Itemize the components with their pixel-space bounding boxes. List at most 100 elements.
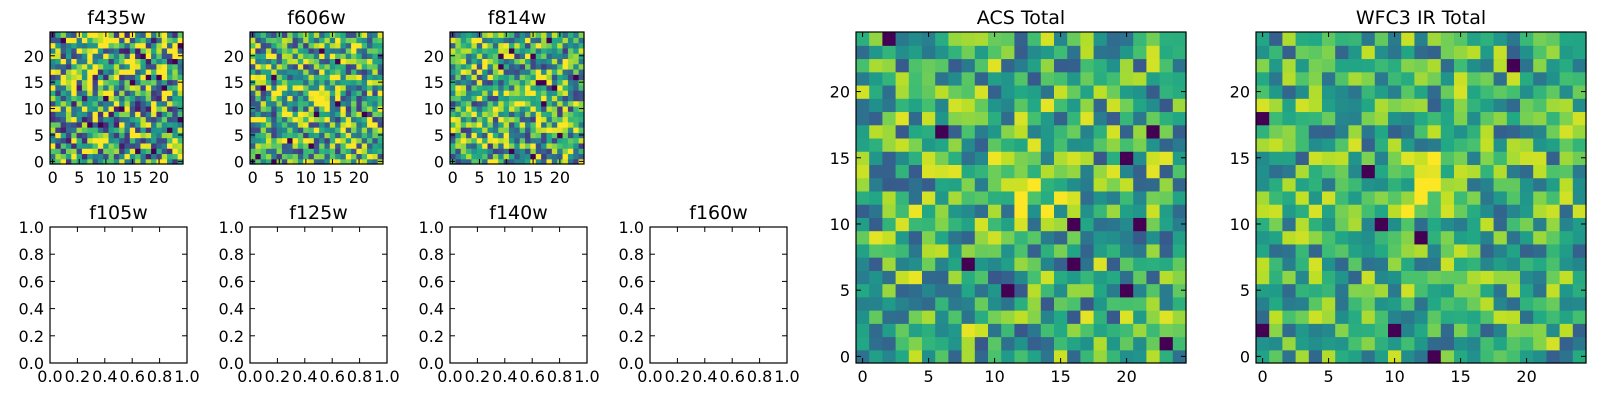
heatmap-cell [255, 53, 262, 59]
heatmap-cell [271, 111, 278, 118]
heatmap-cell [1480, 243, 1495, 258]
heatmap-cell [1506, 257, 1521, 271]
heatmap-cell [1172, 217, 1187, 232]
heatmap-cell [1067, 58, 1081, 73]
heatmap-cell [1120, 137, 1134, 152]
panel-title: f606w [287, 7, 346, 29]
heatmap-cell [377, 142, 384, 149]
heatmap-cell [1322, 296, 1336, 311]
heatmap-cell [1120, 323, 1134, 338]
heatmap-cell [161, 116, 168, 123]
heatmap-cell [55, 79, 62, 86]
heatmap-cell [1361, 336, 1376, 351]
heatmap-cell [882, 177, 897, 192]
heatmap-cell [1308, 310, 1323, 324]
heatmap-cell [974, 190, 989, 205]
heatmap-cell [55, 63, 62, 70]
heatmap-cell [87, 37, 94, 44]
heatmap-cell [81, 142, 88, 149]
heatmap-cell [1414, 71, 1429, 86]
heatmap-cell [276, 42, 283, 49]
heatmap-cell [1014, 190, 1029, 205]
heatmap-cell [372, 68, 379, 75]
heatmap-cell [255, 100, 262, 107]
heatmap-cell [1308, 349, 1323, 364]
heatmap-cell [271, 95, 278, 102]
heatmap-cell [308, 68, 315, 75]
heatmap-cell [1080, 204, 1095, 218]
heatmap-cell [503, 127, 510, 133]
heatmap-cell [519, 95, 526, 102]
heatmap-cell [895, 190, 910, 205]
heatmap-cell [324, 32, 331, 38]
heatmap-cell [329, 79, 336, 86]
heatmap-cell [1146, 45, 1161, 60]
heatmap-cell [1106, 84, 1121, 99]
heatmap-cell [281, 74, 288, 81]
heatmap-cell [81, 137, 88, 144]
heatmap-cell [514, 148, 521, 155]
heatmap-cell [1348, 323, 1363, 338]
heatmap-cell [1493, 310, 1508, 324]
heatmap-cell [135, 37, 142, 44]
heatmap-cell [308, 127, 315, 133]
heatmap-cell [55, 105, 62, 112]
heatmap-cell [487, 63, 494, 70]
heatmap-cell [313, 100, 320, 107]
heatmap-cell [460, 142, 467, 149]
heatmap-cell [297, 116, 304, 123]
heatmap-cell [335, 132, 342, 139]
heatmap-cell [1440, 310, 1455, 324]
heatmap-cell [292, 58, 299, 65]
heatmap-cell [1322, 58, 1336, 73]
heatmap-cell [476, 100, 483, 107]
heatmap-cell [476, 68, 483, 75]
heatmap-cell [1054, 310, 1068, 324]
heatmap-cell [50, 137, 56, 144]
heatmap-cell [1146, 111, 1161, 126]
heatmap-cell [1493, 84, 1508, 99]
heatmap-cell [151, 158, 157, 165]
heatmap-cell [1506, 124, 1521, 139]
heatmap-cell [535, 53, 542, 59]
heatmap-cell [119, 37, 126, 44]
heatmap-cell [92, 79, 99, 86]
y-tick-label: 20 [830, 83, 850, 102]
heatmap-cell [140, 142, 147, 149]
heatmap-cell [81, 116, 88, 123]
heatmap-cell [1282, 98, 1297, 113]
heatmap-cell [961, 84, 976, 99]
y-tick-label: 0.6 [419, 272, 444, 291]
heatmap-cell [1401, 124, 1415, 139]
heatmap-cell [1001, 45, 1015, 60]
heatmap-cell [1093, 323, 1108, 338]
heatmap-cell [1133, 124, 1147, 139]
heatmap-cell [1322, 124, 1336, 139]
heatmap-cell [519, 127, 526, 133]
heatmap-cell [1348, 45, 1363, 60]
heatmap-cell [1080, 323, 1095, 338]
heatmap-cell [471, 105, 478, 112]
heatmap-cell [450, 121, 456, 128]
heatmap-cell [313, 53, 320, 59]
heatmap-cell [455, 105, 462, 112]
heatmap-cell [562, 95, 569, 102]
heatmap-cell [129, 111, 136, 118]
heatmap-cell [287, 105, 294, 112]
heatmap-cell [329, 84, 336, 91]
heatmap-cell [97, 63, 104, 70]
heatmap-cell [260, 100, 267, 107]
heatmap-cell [514, 95, 521, 102]
heatmap-cell [255, 68, 262, 75]
heatmap-cell [308, 58, 315, 65]
heatmap-cell [1269, 98, 1283, 113]
heatmap-cell [324, 132, 331, 139]
heatmap-cell [71, 47, 78, 54]
heatmap-cell [961, 230, 976, 245]
heatmap-cell [567, 63, 574, 70]
heatmap-cell [895, 71, 910, 86]
heatmap-cell [535, 74, 542, 81]
heatmap-cell [961, 310, 976, 324]
heatmap-cell [340, 63, 347, 70]
heatmap-cell [466, 58, 473, 65]
